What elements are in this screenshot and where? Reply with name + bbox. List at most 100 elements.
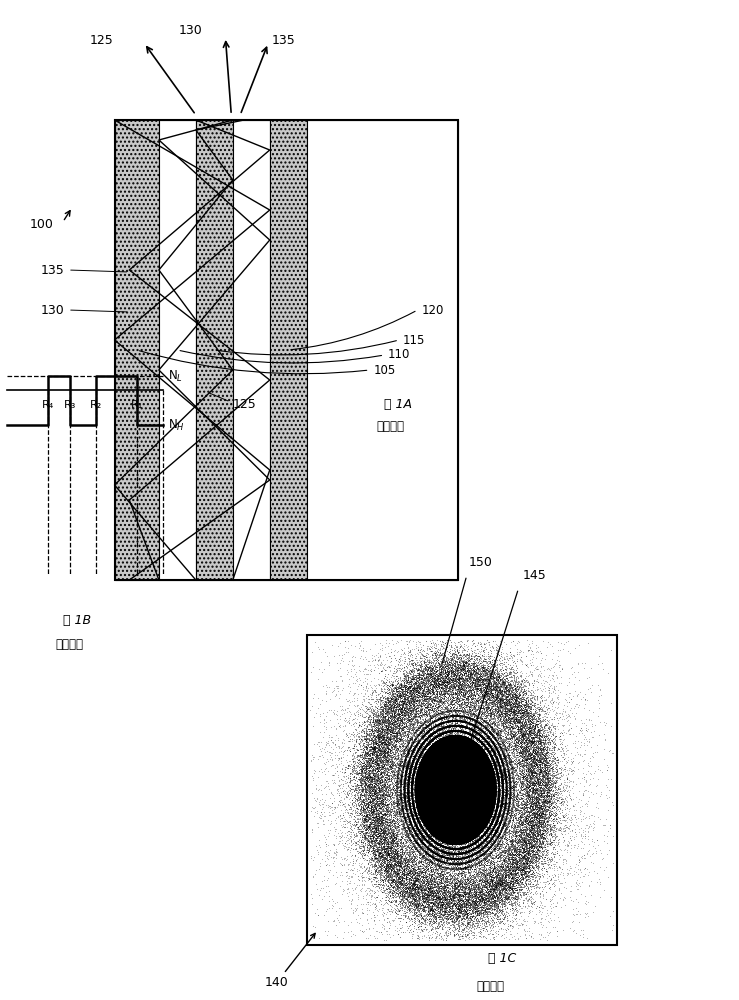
Point — [435, 711, 446, 727]
Point — [439, 900, 451, 916]
Point — [490, 680, 502, 696]
Point — [428, 833, 440, 849]
Point — [375, 761, 387, 777]
Point — [395, 829, 407, 845]
Point — [402, 837, 414, 853]
Point — [457, 710, 469, 726]
Point — [536, 736, 548, 752]
Point — [415, 807, 426, 823]
Point — [422, 638, 434, 654]
Point — [399, 811, 411, 827]
Point — [399, 867, 411, 883]
Point — [423, 823, 435, 839]
Point — [393, 805, 405, 821]
Point — [471, 826, 483, 842]
Point — [475, 848, 487, 864]
Point — [424, 722, 436, 738]
Point — [378, 774, 389, 790]
Point — [508, 715, 520, 731]
Point — [358, 757, 370, 773]
Point — [469, 698, 480, 714]
Point — [525, 860, 537, 876]
Point — [487, 822, 499, 838]
Point — [420, 891, 432, 907]
Point — [484, 845, 496, 861]
Point — [446, 713, 458, 729]
Point — [460, 845, 471, 861]
Point — [493, 746, 505, 762]
Point — [472, 855, 484, 871]
Point — [485, 738, 497, 754]
Point — [386, 833, 398, 849]
Point — [396, 813, 408, 829]
Point — [508, 843, 520, 859]
Point — [440, 719, 452, 735]
Point — [457, 760, 469, 776]
Point — [483, 861, 495, 877]
Point — [398, 817, 409, 833]
Point — [420, 843, 432, 859]
Point — [521, 773, 533, 789]
Point — [431, 857, 443, 873]
Point — [370, 820, 382, 836]
Point — [483, 758, 495, 774]
Point — [440, 724, 452, 740]
Point — [535, 798, 547, 814]
Point — [414, 686, 426, 702]
Point — [410, 672, 422, 688]
Point — [492, 770, 504, 786]
Point — [378, 823, 390, 839]
Point — [528, 816, 540, 832]
Point — [463, 694, 475, 710]
Point — [376, 792, 388, 808]
Point — [415, 900, 427, 916]
Point — [443, 651, 454, 667]
Point — [473, 736, 485, 752]
Point — [462, 715, 474, 731]
Point — [486, 723, 497, 739]
Point — [521, 751, 533, 767]
Point — [488, 755, 500, 771]
Point — [399, 779, 411, 795]
Point — [497, 856, 508, 872]
Point — [437, 844, 449, 860]
Point — [424, 641, 436, 657]
Point — [413, 821, 425, 837]
Point — [457, 850, 469, 866]
Point — [485, 856, 497, 872]
Point — [505, 810, 517, 826]
Point — [496, 871, 508, 887]
Point — [465, 872, 477, 888]
Point — [380, 772, 392, 788]
Point — [460, 662, 472, 678]
Point — [355, 814, 367, 830]
Point — [517, 729, 528, 745]
Point — [484, 886, 496, 902]
Point — [407, 768, 419, 784]
Point — [550, 761, 562, 777]
Point — [435, 685, 447, 701]
Point — [411, 834, 423, 850]
Point — [413, 750, 425, 766]
Point — [479, 890, 491, 906]
Point — [422, 724, 434, 740]
Point — [532, 817, 544, 833]
Point — [399, 700, 411, 716]
Point — [450, 703, 462, 719]
Point — [475, 663, 487, 679]
Point — [522, 804, 534, 820]
Point — [528, 753, 539, 769]
Point — [539, 929, 551, 945]
Point — [429, 839, 440, 855]
Point — [495, 847, 507, 863]
Point — [381, 797, 392, 813]
Point — [505, 789, 517, 805]
Point — [389, 880, 401, 896]
Point — [434, 661, 446, 677]
Point — [501, 779, 513, 795]
Point — [503, 823, 514, 839]
Point — [391, 844, 403, 860]
Point — [370, 862, 382, 878]
Point — [486, 830, 498, 846]
Point — [563, 834, 575, 850]
